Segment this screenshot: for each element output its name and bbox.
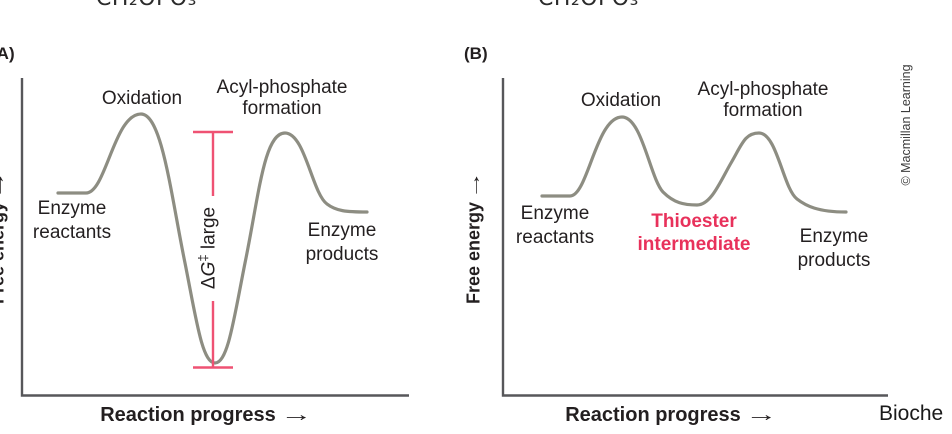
panel-b-enzyme-products-label: Enzyme products [798, 225, 871, 273]
gibbs-g: G [198, 261, 220, 277]
panel-b-acyl-line2: formation [723, 100, 803, 121]
panel-a-acyl-line2: formation [242, 98, 322, 119]
thioester-line2: intermediate [637, 234, 751, 255]
panel-b-y-axis-label: Free energy→ [463, 171, 485, 305]
panel-a-acyl-phosphate-label: Acyl-phosphate formation [217, 77, 348, 119]
panel-a-products-line1: Enzyme [307, 220, 377, 241]
panel-a-y-axis-text: Free energy [0, 201, 8, 305]
large-text: large [198, 206, 220, 255]
thioester-intermediate-label: Thioester intermediate [638, 210, 751, 256]
formula-top-right: CH₂OPO₃²⁻ [538, 0, 660, 11]
panel-b-x-axis-label: Reaction progress → [565, 404, 777, 427]
panel-a-axes [20, 78, 409, 397]
panel-a-y-axis-arrow-icon: → [0, 171, 9, 200]
macmillan-credit: © Macmillan Learning [899, 64, 913, 186]
delta-symbol: Δ [198, 276, 220, 290]
energy-curve-b [540, 115, 848, 214]
panel-a-reactants-line1: Enzyme [37, 198, 107, 219]
panel-a-x-axis-arrow-icon: → [279, 404, 312, 426]
formula-top-left: CH₂OPO₃²⁻ [96, 0, 218, 11]
panel-a-y-axis-label: Free energy→ [0, 171, 9, 305]
delta-g-large-label: ΔG‡ large [195, 207, 220, 289]
panel-b-y-axis-text: Free energy [463, 201, 484, 305]
panel-b-products-line1: Enzyme [799, 226, 869, 247]
panel-b-oxidation-label: Oxidation [580, 90, 662, 111]
panel-b-enzyme-reactants-label: Enzyme reactants [516, 202, 594, 250]
panel-b-products-line2: products [797, 250, 871, 271]
panel-b-acyl-phosphate-label: Acyl-phosphate formation [698, 79, 829, 121]
panel-a-reactants-line2: reactants [32, 222, 112, 243]
panel-b-axes [501, 78, 888, 397]
panel-b-y-axis-arrow-icon: → [463, 170, 484, 200]
panel-a-label: (A) [0, 44, 15, 63]
bottom-right-caption: Bioche [879, 402, 944, 425]
thioester-line1: Thioester [651, 211, 737, 232]
panel-a-enzyme-products-label: Enzyme products [306, 219, 379, 267]
panel-a-oxidation-label: Oxidation [101, 88, 183, 109]
delta-g-bracket [193, 130, 233, 369]
double-dagger: ‡ [195, 254, 211, 262]
panel-b-x-axis-arrow-icon: → [744, 404, 777, 426]
panel-b-reactants-line1: Enzyme [520, 203, 590, 224]
panel-b-reactants-line2: reactants [515, 227, 595, 248]
panel-b-acyl-line1: Acyl-phosphate [697, 79, 829, 100]
panel-a-acyl-line1: Acyl-phosphate [216, 77, 348, 98]
panel-b-x-axis-text: Reaction progress [565, 404, 741, 426]
panel-a-enzyme-reactants-label: Enzyme reactants [33, 197, 111, 245]
panel-a-x-axis-label: Reaction progress → [100, 404, 312, 427]
panel-a-x-axis-text: Reaction progress [100, 404, 276, 426]
energy-curve-a [56, 112, 369, 365]
panel-a-products-line2: products [305, 244, 379, 265]
panel-b-label: (B) [464, 44, 488, 63]
